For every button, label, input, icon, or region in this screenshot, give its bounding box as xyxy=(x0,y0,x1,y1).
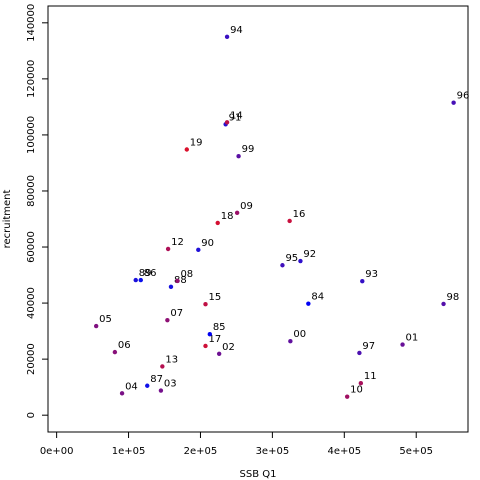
data-point-label: 01 xyxy=(406,333,419,344)
data-point-label: 19 xyxy=(190,137,203,148)
data-point-10 xyxy=(344,394,350,399)
data-point-label: 10 xyxy=(350,385,363,396)
data-point-93 xyxy=(360,279,365,284)
data-point-11 xyxy=(358,381,364,386)
data-point-label: 99 xyxy=(242,144,255,155)
data-point-03 xyxy=(158,388,164,393)
data-point-label: 14 xyxy=(230,110,243,121)
y-tick-label: 140000 xyxy=(26,4,37,42)
data-point-02 xyxy=(216,351,222,357)
x-axis-title: SSB Q1 xyxy=(240,469,277,480)
data-point-label: 04 xyxy=(125,381,138,392)
x-axis: 0e+00 1e+05 2e+05 3e+05 4e+05 5e+05 xyxy=(40,432,433,457)
data-point-label: 17 xyxy=(209,334,222,345)
y-tick-label: 0 xyxy=(26,412,37,418)
data-point-84 xyxy=(306,301,311,306)
data-point-label: 86 xyxy=(144,268,157,279)
data-point-label: 92 xyxy=(303,249,316,260)
y-tick-label: 120000 xyxy=(26,60,37,98)
data-point-15 xyxy=(203,302,208,307)
data-point-label: 95 xyxy=(285,253,298,264)
data-point-label: 97 xyxy=(362,341,375,352)
data-point-89 xyxy=(133,277,138,283)
data-point-label: 98 xyxy=(447,292,460,303)
data-point-label: 11 xyxy=(364,371,377,382)
data-point-09 xyxy=(234,210,240,216)
data-point-label: 05 xyxy=(99,314,112,325)
data-point-label: 87 xyxy=(150,374,163,385)
x-tick-label: 1e+05 xyxy=(112,446,146,457)
y-axis-title: recruitment xyxy=(2,190,13,249)
x-tick-label: 3e+05 xyxy=(256,446,290,457)
data-point-06 xyxy=(112,349,118,355)
data-point-92 xyxy=(298,258,303,264)
data-point-label: 00 xyxy=(293,329,306,340)
data-point-label: 91 xyxy=(229,112,242,123)
y-tick-label: 60000 xyxy=(26,231,37,263)
data-point-label: 96 xyxy=(457,91,470,102)
x-tick-label: 4e+05 xyxy=(327,446,361,457)
data-point-16 xyxy=(287,218,292,224)
y-tick-label: 80000 xyxy=(26,175,37,207)
data-point-label: 15 xyxy=(209,292,222,303)
data-point-98 xyxy=(441,301,446,307)
data-point-label: 89 xyxy=(139,268,152,279)
data-point-label: 13 xyxy=(165,354,178,365)
data-point-label: 06 xyxy=(118,340,131,351)
data-point-label: 12 xyxy=(171,237,184,248)
x-tick-label: 0e+00 xyxy=(40,446,74,457)
data-point-label: 03 xyxy=(164,379,177,390)
data-point-87 xyxy=(145,383,150,388)
plot-frame xyxy=(47,5,469,433)
y-tick-label: 100000 xyxy=(26,116,37,154)
data-point-label: 90 xyxy=(201,238,214,249)
data-point-label: 18 xyxy=(221,211,234,222)
y-tick-label: 20000 xyxy=(26,343,37,375)
data-point-04 xyxy=(119,391,125,396)
data-point-17 xyxy=(203,343,208,349)
data-point-label: 84 xyxy=(311,292,324,303)
data-point-label: 09 xyxy=(240,201,253,212)
data-point-14 xyxy=(224,120,230,125)
data-point-88 xyxy=(168,284,174,290)
y-axis: 0 20000 40000 60000 80000 100000 120000 140000 xyxy=(26,4,48,418)
data-point-08 xyxy=(175,278,180,284)
data-point-95 xyxy=(280,263,285,268)
data-point-05 xyxy=(93,323,99,329)
data-point-99 xyxy=(236,154,241,159)
data-point-94 xyxy=(224,34,230,40)
data-point-12 xyxy=(165,246,171,252)
data-point-07 xyxy=(165,317,170,323)
data-point-90 xyxy=(196,247,201,253)
data-point-label: 85 xyxy=(213,322,226,333)
data-point-label: 93 xyxy=(365,269,378,280)
x-tick-label: 5e+05 xyxy=(399,446,433,457)
y-tick-label: 40000 xyxy=(26,287,37,319)
data-point-19 xyxy=(184,147,190,152)
data-point-96 xyxy=(451,100,456,105)
data-point-label: 08 xyxy=(180,269,193,280)
data-point-label: 88 xyxy=(174,275,187,286)
data-point-18 xyxy=(215,220,220,226)
data-point-label: 07 xyxy=(170,308,183,319)
data-points: 87 88 89 90 91 92 93 94 95 96 97 98 99 00 01 02 03 04 05 06… xyxy=(93,25,470,399)
data-point-label: 02 xyxy=(222,342,235,353)
data-point-label: 16 xyxy=(293,209,306,220)
data-point-86 xyxy=(138,277,143,283)
data-point-85 xyxy=(207,331,213,337)
data-point-00 xyxy=(288,338,293,344)
data-point-01 xyxy=(400,342,405,347)
x-tick-label: 2e+05 xyxy=(184,446,218,457)
data-point-13 xyxy=(160,364,165,369)
data-point-97 xyxy=(357,350,362,356)
data-point-label: 94 xyxy=(230,25,243,36)
